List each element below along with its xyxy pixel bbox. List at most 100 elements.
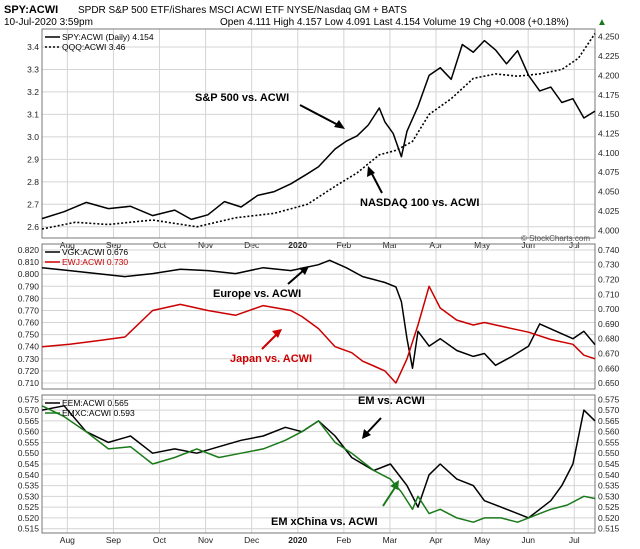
y-tick-label-right: 4.175 <box>598 90 620 100</box>
y-tick-label-left: 3.2 <box>27 87 39 97</box>
y-tick-label-right: 0.515 <box>598 524 620 534</box>
y-tick-label-left: 0.550 <box>18 448 40 458</box>
series-line-1 <box>41 39 596 221</box>
annotation-europe: Europe vs. ACWI <box>213 288 301 300</box>
y-tick-label-right: 4.200 <box>598 70 620 80</box>
annotation-emxc-arrow <box>382 485 397 507</box>
legend-ewj: EWJ:ACWI 0.730 <box>62 257 128 267</box>
x-tick-label: Oct <box>153 535 167 545</box>
annotation-nasdaq: NASDAQ 100 vs. ACWI <box>360 197 479 209</box>
x-tick-label: Sep <box>106 535 121 545</box>
panel-frame <box>41 28 596 239</box>
panel-spy-qqq: Aug Sep Oct Nov Dec 2020 Feb Mar Apr May Jun Jul2.6… <box>27 28 620 250</box>
y-tick-label-right: 0.520 <box>598 513 620 523</box>
legend-qqq: QQQ:ACWI 3.46 <box>62 42 126 52</box>
y-tick-label-right: 4.225 <box>598 51 620 61</box>
y-tick-label-right: 4.100 <box>598 148 620 158</box>
y-tick-label-left: 3.4 <box>27 42 39 52</box>
gridlines <box>42 244 595 389</box>
legend-panel1: SPY:ACWI (Daily) 4.154 QQQ:ACWI 3.46 <box>45 32 154 52</box>
y-tick-label-left: 0.560 <box>18 427 40 437</box>
legend-panel2: VGK:ACWI 0.676 EWJ:ACWI 0.730 <box>45 247 128 267</box>
y-tick-label-right: 4.050 <box>598 187 620 197</box>
y-tick-label-left: 2.6 <box>27 222 39 232</box>
x-tick-label: Jun <box>521 535 535 545</box>
legend-eem: EEM:ACWI 0.565 <box>62 398 129 408</box>
panel-frame <box>41 394 596 534</box>
legend-emxc: EMXC:ACWI 0.593 <box>62 408 135 418</box>
annotation-em-arrow <box>365 417 382 435</box>
y-tick-label-right: 0.660 <box>598 363 620 373</box>
y-tick-label-left: 0.525 <box>18 502 40 512</box>
y-tick-label-left: 0.520 <box>18 513 40 523</box>
y-tick-label-right: 4.250 <box>598 32 620 42</box>
y-tick-label-right: 0.530 <box>598 491 620 501</box>
annotation-sp500: S&P 500 vs. ACWI <box>195 92 289 104</box>
annotation-em: EM vs. ACWI <box>358 395 425 407</box>
y-tick-label-right: 0.670 <box>598 348 620 358</box>
y-tick-label-right: 0.575 <box>598 394 620 404</box>
annotation-japan: Japan vs. ACWI <box>230 353 312 365</box>
y-tick-label-right: 0.525 <box>598 502 620 512</box>
y-tick-label-left: 0.810 <box>18 257 40 267</box>
y-tick-label-right: 0.700 <box>598 304 620 314</box>
y-tick-label-left: 0.565 <box>18 416 40 426</box>
arrowhead-icon <box>272 329 282 338</box>
quote-line: Open 4.111 High 4.157 Low 4.091 Last 4.1… <box>220 17 569 28</box>
x-tick-label: May <box>474 535 491 545</box>
y-tick-label-right: 0.560 <box>598 427 620 437</box>
annotations: S&P 500 vs. ACWI NASDAQ 100 vs. ACWI Eur… <box>195 92 479 528</box>
y-tick-label-right: 0.720 <box>598 275 620 285</box>
y-tick-label-left: 0.545 <box>18 459 40 469</box>
y-tick-label-left: 3.0 <box>27 132 39 142</box>
x-tick-label: Mar <box>383 535 398 545</box>
y-tick-label-right: 0.550 <box>598 448 620 458</box>
timestamp: 10-Jul-2020 3:59pm <box>4 17 93 28</box>
y-tick-label-left: 3.1 <box>27 109 39 119</box>
y-tick-label-right: 0.730 <box>598 260 620 270</box>
y-tick-label-right: 0.565 <box>598 416 620 426</box>
arrowhead-icon <box>299 266 309 275</box>
y-tick-label-right: 4.075 <box>598 167 620 177</box>
series-line-2 <box>41 33 596 230</box>
y-tick-label-left: 0.575 <box>18 394 40 404</box>
y-tick-label-right: 0.570 <box>598 405 620 415</box>
y-tick-label-left: 0.820 <box>18 245 40 255</box>
series-line-1 <box>41 259 596 370</box>
x-tick-label: Feb <box>337 535 352 545</box>
y-tick-label-right: 0.680 <box>598 334 620 344</box>
y-tick-label-left: 0.730 <box>18 354 40 364</box>
y-tick-label-right: 4.125 <box>598 129 620 139</box>
y-tick-label-left: 0.760 <box>18 318 40 328</box>
x-tick-label: Apr <box>429 535 442 545</box>
annotation-sp500-arrow <box>299 104 341 127</box>
y-tick-label-left: 0.790 <box>18 281 40 291</box>
symbol-title: SPY:ACWI <box>4 4 58 16</box>
arrowhead-icon <box>367 166 375 177</box>
x-tick-label: 2020 <box>288 535 307 545</box>
up-arrow-icon: ▲ <box>597 17 607 28</box>
y-tick-label-right: 0.555 <box>598 437 620 447</box>
y-tick-label-left: 0.515 <box>18 524 40 534</box>
legend-vgk: VGK:ACWI 0.676 <box>62 247 128 257</box>
y-tick-label-right: 0.545 <box>598 459 620 469</box>
y-tick-label-right: 0.710 <box>598 289 620 299</box>
y-tick-label-left: 0.740 <box>18 342 40 352</box>
legend-spy: SPY:ACWI (Daily) 4.154 <box>62 32 154 42</box>
annotation-japan-arrow <box>261 333 278 350</box>
y-tick-label-left: 0.570 <box>18 405 40 415</box>
series-line-2 <box>41 285 596 384</box>
y-tick-label-left: 0.800 <box>18 269 40 279</box>
panel-europe-japan: 0.710 0.720 0.730 0.740 0.750 0.760 0.770 0.780… <box>18 243 620 390</box>
y-tick-label-left: 2.7 <box>27 199 39 209</box>
y-tick-label-right: 4.150 <box>598 109 620 119</box>
y-tick-label-left: 2.9 <box>27 154 39 164</box>
arrowhead-icon <box>334 120 345 129</box>
y-tick-label-right: 0.650 <box>598 378 620 388</box>
y-tick-label-left: 2.8 <box>27 177 39 187</box>
series-line-2 <box>41 405 596 523</box>
y-tick-label-right: 0.690 <box>598 319 620 329</box>
y-tick-label-left: 0.710 <box>18 378 40 388</box>
y-tick-label-left: 0.530 <box>18 491 40 501</box>
